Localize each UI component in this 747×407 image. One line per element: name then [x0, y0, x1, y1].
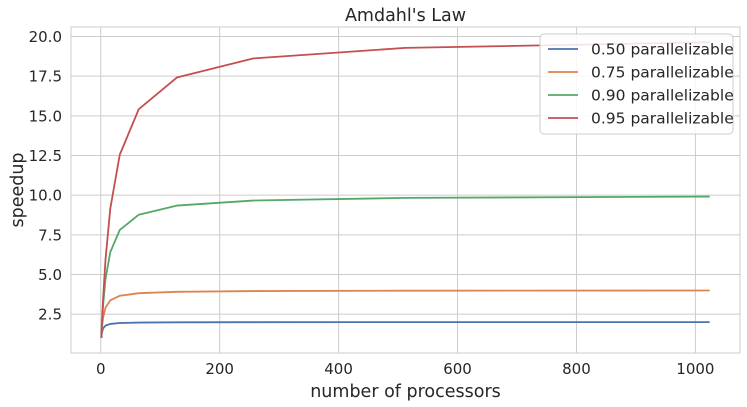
- series-layer: [100, 41, 710, 339]
- chart-title: Amdahl's Law: [345, 6, 466, 26]
- y-tick-label: 12.5: [29, 147, 62, 165]
- legend-label-3: 0.95 parallelizable: [591, 110, 734, 128]
- y-tick-label: 17.5: [29, 68, 62, 86]
- x-tick-label: 600: [443, 360, 472, 378]
- x-gridlines: [100, 27, 696, 353]
- legend: 0.50 parallelizable 0.75 parallelizable 0.…: [539, 33, 734, 135]
- x-tick-label: 400: [324, 360, 353, 378]
- legend-label-0: 0.50 parallelizable: [591, 41, 734, 59]
- x-axis-label: number of processors: [310, 382, 501, 402]
- legend-label-2: 0.90 parallelizable: [591, 87, 734, 105]
- y-tick-label: 10.0: [29, 187, 62, 205]
- y-tick-labels: 2.5 5.0 7.5 10.0 12.5 15.0 17.5 20.0: [29, 28, 62, 324]
- y-tick-label: 2.5: [38, 306, 62, 324]
- x-tick-label: 0: [96, 360, 106, 378]
- legend-label-1: 0.75 parallelizable: [591, 64, 734, 82]
- legend-box: [539, 33, 734, 135]
- plot-frame: [70, 26, 741, 354]
- x-tick-label: 200: [205, 360, 234, 378]
- x-tick-label: 800: [562, 360, 591, 378]
- y-tick-label: 5.0: [38, 266, 62, 284]
- x-tick-labels: 0 200 400 600 800 1000: [96, 360, 715, 378]
- y-tick-label: 20.0: [29, 28, 62, 46]
- y-gridlines: [71, 36, 740, 315]
- y-axis-label: speedup: [8, 152, 28, 227]
- x-tick-label: 1000: [676, 360, 714, 378]
- y-tick-label: 7.5: [38, 226, 62, 244]
- series-line-3: [100, 41, 710, 338]
- y-tick-label: 15.0: [29, 107, 62, 125]
